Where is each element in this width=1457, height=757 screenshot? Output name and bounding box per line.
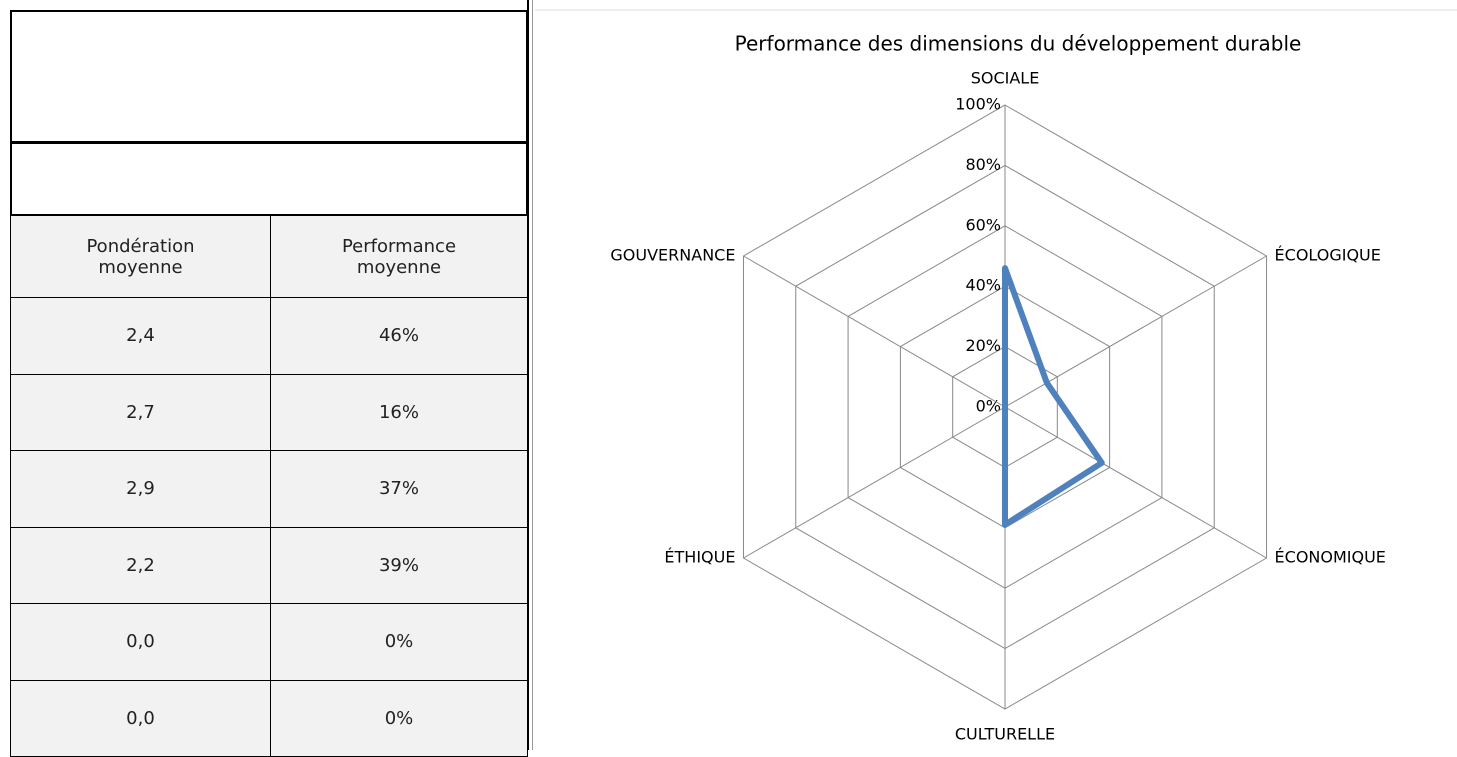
spoke xyxy=(1005,407,1267,558)
cell-text: 37% xyxy=(379,478,419,499)
spoke xyxy=(1005,256,1267,407)
cell-text: 2,9 xyxy=(126,478,155,499)
cell-text: 0,0 xyxy=(126,631,155,652)
table-cell: 2,7 xyxy=(10,374,271,452)
cell-text: 46% xyxy=(379,325,419,346)
table-cell: Performance moyenne xyxy=(270,215,528,298)
separator xyxy=(527,0,533,750)
data-line xyxy=(1005,268,1102,525)
tick-label: 20% xyxy=(965,336,1001,355)
cell-text: 2,7 xyxy=(126,402,155,423)
table-cell: 39% xyxy=(270,527,528,605)
category-label: ÉCOLOGIQUE xyxy=(1275,246,1381,265)
table-cell: Pondération moyenne xyxy=(10,215,271,298)
category-label: CULTURELLE xyxy=(955,725,1055,744)
chart: Performance des dimensions du développem… xyxy=(535,0,1457,750)
tick-label: 60% xyxy=(965,215,1001,234)
cell-text: 0% xyxy=(385,631,414,652)
cell-text: 2,4 xyxy=(126,325,155,346)
category-label: GOUVERNANCE xyxy=(610,246,735,265)
tick-label: 80% xyxy=(965,155,1001,174)
chart-title: Performance des dimensions du développem… xyxy=(735,32,1302,56)
spoke xyxy=(743,407,1005,558)
cell-text: Performance moyenne xyxy=(314,236,484,278)
category-label: ÉTHIQUE xyxy=(664,548,735,567)
table-cell: 16% xyxy=(270,374,528,452)
table-cell: 0% xyxy=(270,603,528,681)
cell-text: 2,2 xyxy=(126,555,155,576)
empty-cell xyxy=(10,10,528,143)
table-cell: 37% xyxy=(270,450,528,528)
tick-label: 0% xyxy=(976,397,1001,416)
cell-text: 39% xyxy=(379,555,419,576)
table-cell: 46% xyxy=(270,297,528,375)
tick-label: 40% xyxy=(965,276,1001,295)
cell-text: 0,0 xyxy=(126,708,155,729)
table-cell: 0% xyxy=(270,680,528,757)
empty-cell xyxy=(10,142,528,216)
table-cell: 2,9 xyxy=(10,450,271,528)
table: Pondération moyenne Performance moyenne 2,… xyxy=(0,0,527,750)
category-label: ÉCONOMIQUE xyxy=(1275,548,1386,567)
cell-text: Pondération moyenne xyxy=(56,236,226,278)
category-label: SOCIALE xyxy=(971,69,1040,88)
cell-text: 0% xyxy=(385,708,414,729)
table-cell: 2,4 xyxy=(10,297,271,375)
table-cell: 2,2 xyxy=(10,527,271,605)
table-cell: 0,0 xyxy=(10,680,271,757)
tick-label: 100% xyxy=(955,95,1001,114)
cell-text: 16% xyxy=(379,402,419,423)
table-cell: 0,0 xyxy=(10,603,271,681)
